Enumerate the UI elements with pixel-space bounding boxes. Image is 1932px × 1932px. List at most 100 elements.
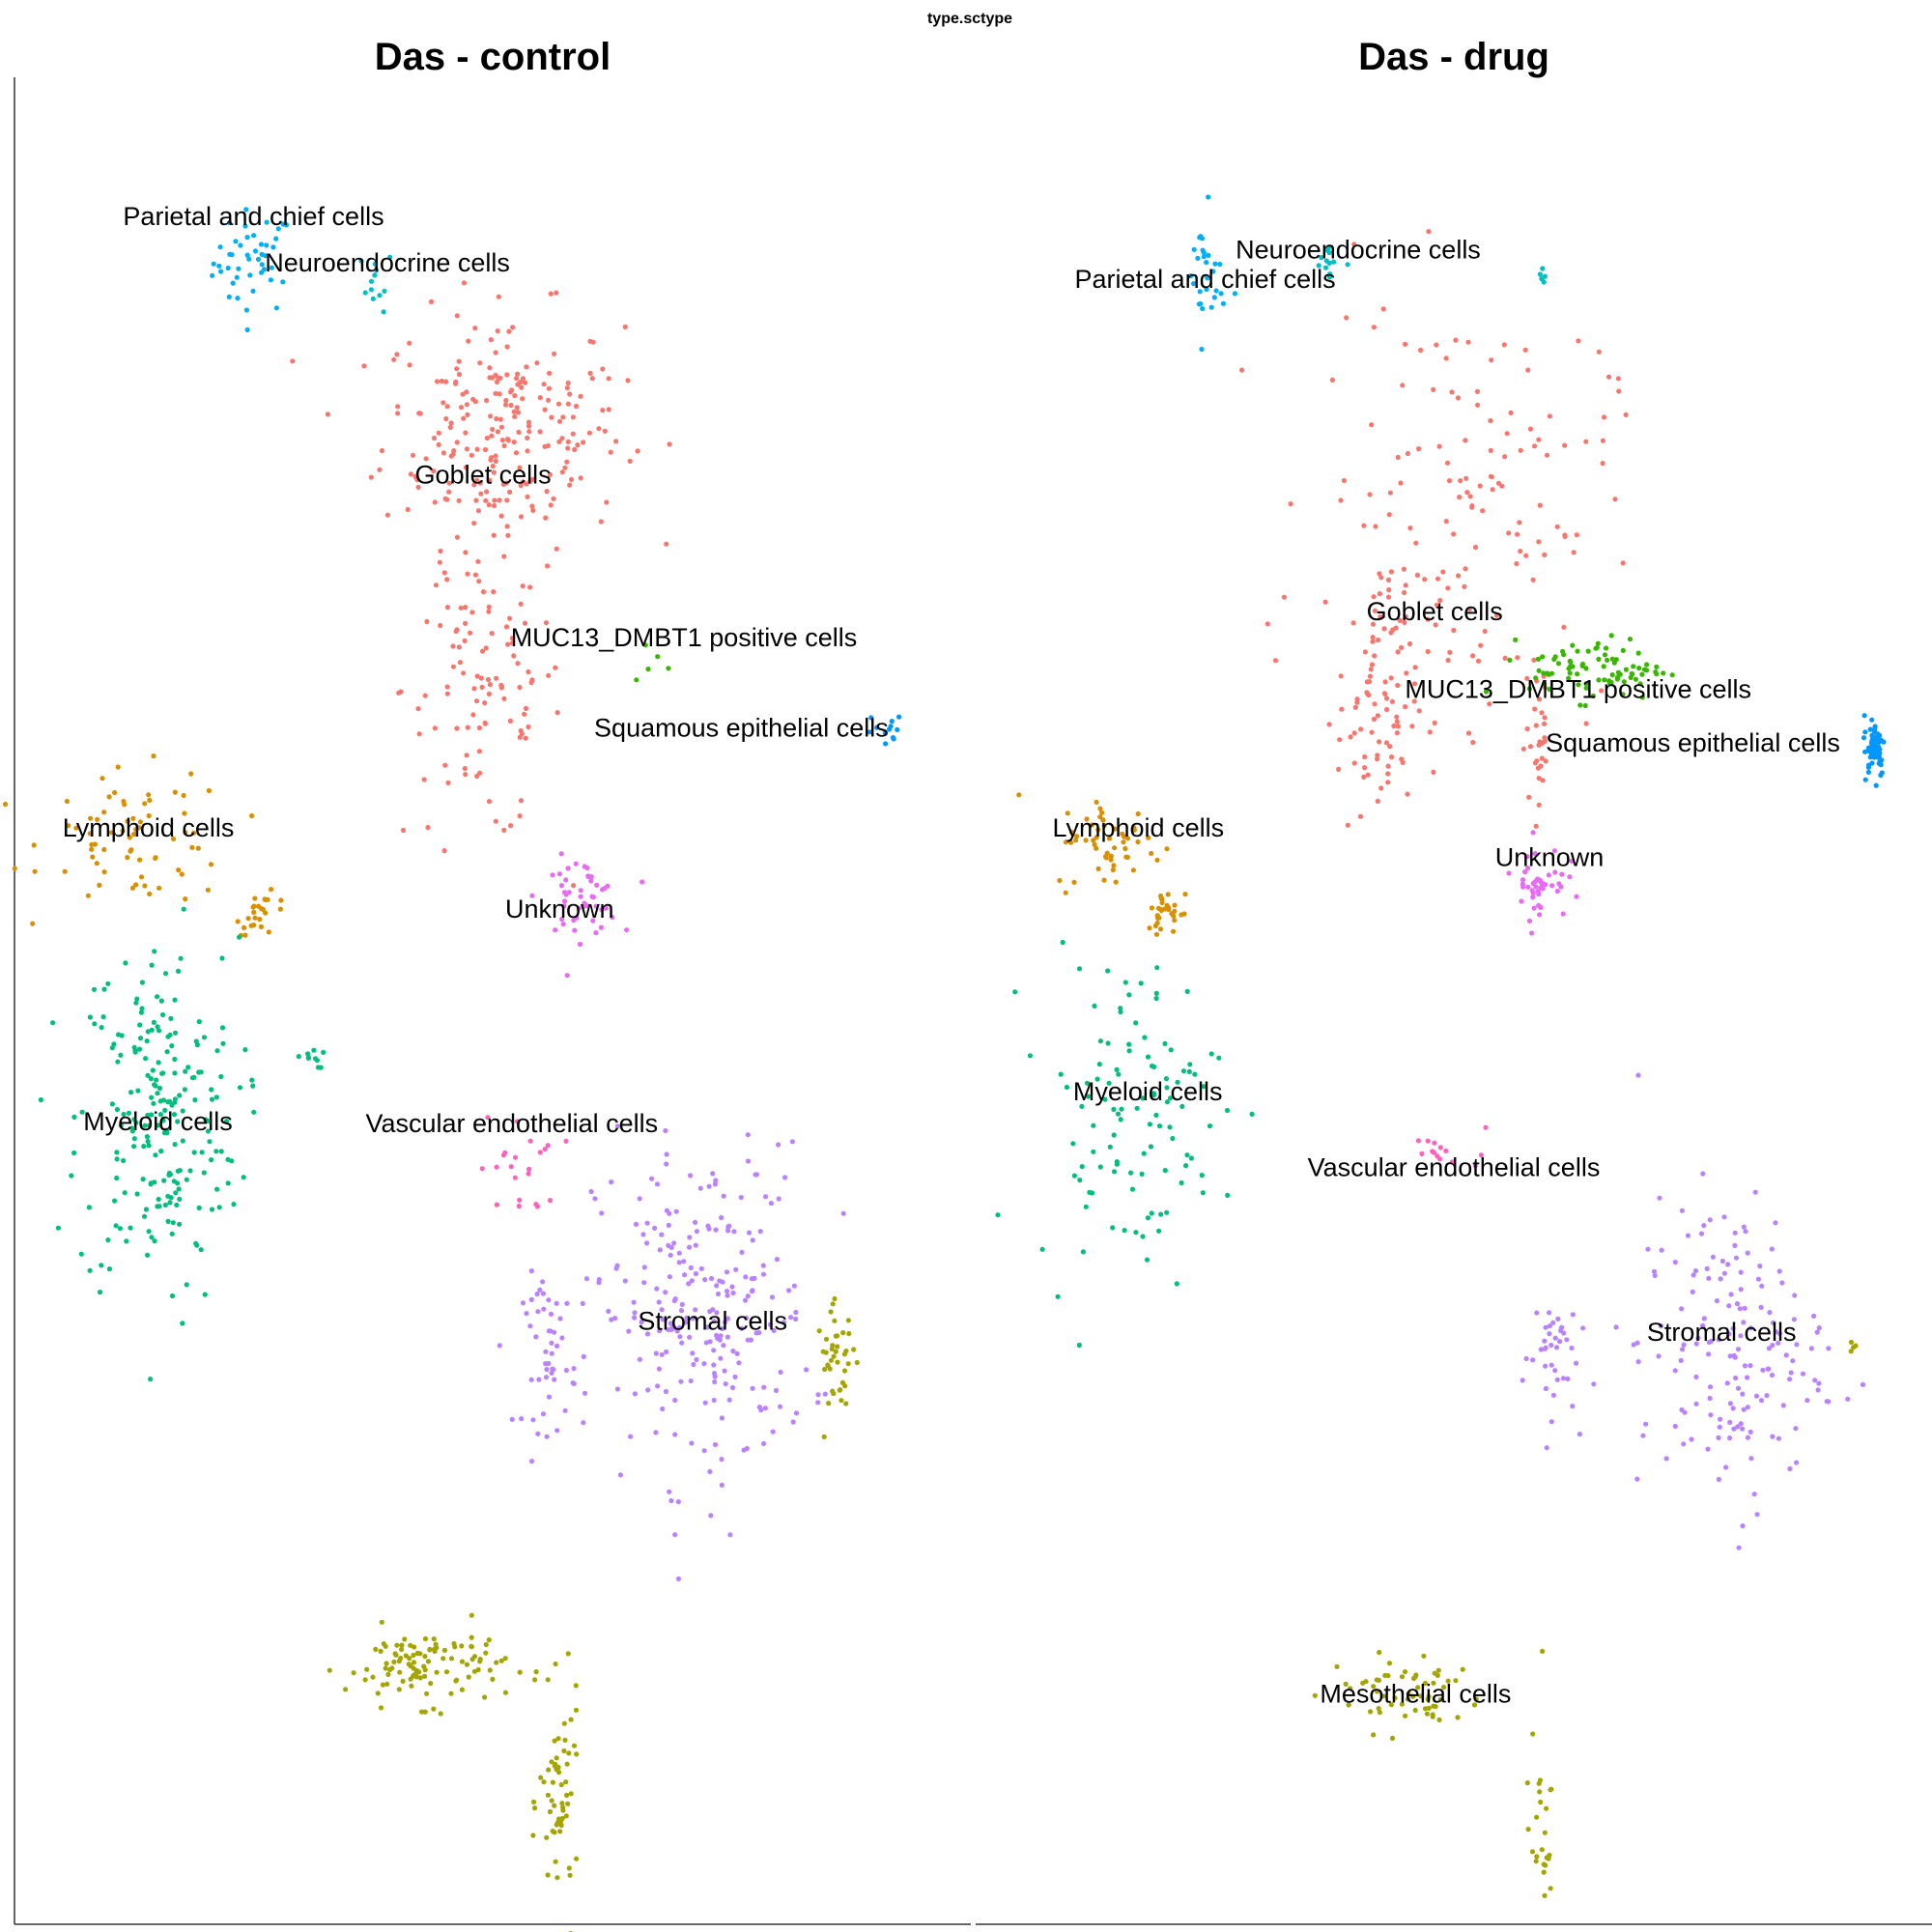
point-goblet-cells: [1520, 746, 1526, 752]
point-stromal-cells: [632, 1391, 639, 1397]
point-goblet-cells: [526, 668, 531, 675]
point-myeloid-cells: [199, 1150, 205, 1155]
point-muc13-dmbt1-positive-cells: [1596, 677, 1602, 683]
point-mesothelial-cells: [566, 1865, 572, 1871]
point-goblet-cells: [506, 328, 512, 334]
point-unknown: [573, 861, 579, 867]
point-mesothelial-cells: [364, 1666, 370, 1672]
point-goblet-cells: [1547, 413, 1552, 419]
point-unknown: [1536, 892, 1542, 897]
point-goblet-cells: [1536, 696, 1543, 702]
point-mesothelial-cells: [1424, 1711, 1430, 1717]
point-unknown: [563, 877, 569, 883]
point-stromal-cells: [722, 1320, 728, 1325]
point-neuroendocrine-cells: [358, 258, 364, 264]
point-lymphoid-cells: [195, 845, 201, 851]
point-muc13-dmbt1-positive-cells: [1590, 693, 1596, 699]
point-mesothelial-cells: [1437, 1696, 1443, 1703]
point-goblet-cells: [1397, 617, 1403, 624]
point-stromal-cells: [540, 1291, 547, 1296]
point-muc13-dmbt1-positive-cells: [1583, 681, 1589, 687]
point-lymphoid-cells: [138, 874, 145, 880]
point-goblet-cells: [1370, 639, 1376, 644]
point-mesothelial-cells: [409, 1683, 414, 1689]
point-mesothelial-cells: [1548, 1886, 1553, 1891]
point-goblet-cells: [530, 507, 536, 514]
point-stromal-cells: [770, 1429, 776, 1435]
point-myeloid-cells: [145, 1112, 151, 1119]
point-myeloid-cells: [155, 1024, 160, 1030]
point-stromal-cells: [678, 1378, 684, 1384]
point-vascular-endothelial-cells: [563, 1138, 569, 1144]
point-stromal-cells: [749, 1289, 755, 1294]
point-stromal-cells: [1701, 1316, 1707, 1321]
point-stromal-cells: [592, 1196, 598, 1202]
point-stromal-cells: [682, 1272, 688, 1278]
point-myeloid-cells: [139, 1006, 145, 1011]
point-myeloid-cells: [1097, 1164, 1103, 1170]
point-muc13-dmbt1-positive-cells: [1566, 666, 1572, 671]
point-myeloid-cells: [1083, 1204, 1089, 1209]
point-mesothelial-cells: [1411, 1675, 1417, 1682]
point-mesothelial-cells: [400, 1678, 406, 1684]
point-goblet-cells: [1369, 729, 1375, 735]
point-lymphoid-cells: [101, 846, 107, 853]
point-goblet-cells: [519, 730, 525, 737]
point-mesothelial-cells: [1412, 1707, 1418, 1714]
point-mesothelial-cells: [406, 1662, 412, 1667]
point-parietal-and-chief-cells: [1212, 261, 1218, 267]
point-muc13-dmbt1-positive-cells: [1629, 670, 1634, 676]
point-myeloid-cells: [1158, 1211, 1164, 1217]
point-lymphoid-cells: [1094, 835, 1099, 840]
point-goblet-cells: [438, 622, 443, 629]
point-goblet-cells: [468, 630, 473, 636]
point-stromal-cells: [1759, 1283, 1765, 1289]
point-mesothelial-cells: [559, 1801, 565, 1806]
point-stromal-cells: [1812, 1378, 1818, 1383]
point-mesothelial-cells: [816, 1328, 822, 1334]
point-stromal-cells: [1845, 1396, 1851, 1402]
point-stromal-cells: [1693, 1341, 1699, 1347]
point-goblet-cells: [499, 438, 506, 443]
point-lymphoid-cells: [1094, 845, 1099, 851]
point-goblet-cells: [488, 337, 494, 343]
point-stromal-cells: [1560, 1376, 1567, 1381]
point-stromal-cells: [528, 1377, 534, 1382]
point-goblet-cells: [1395, 682, 1401, 689]
point-goblet-cells: [542, 443, 548, 449]
point-mesothelial-cells: [1530, 1731, 1536, 1737]
point-goblet-cells: [1531, 443, 1538, 449]
point-squamous-epithelial-cells: [1861, 735, 1867, 741]
point-mesothelial-cells: [483, 1650, 489, 1656]
point-goblet-cells: [1394, 719, 1400, 724]
point-stromal-cells: [675, 1499, 682, 1505]
point-stromal-cells: [528, 1459, 535, 1464]
point-myeloid-cells: [38, 1096, 44, 1103]
point-mesothelial-cells: [845, 1318, 852, 1323]
point-lymphoid-cells: [1153, 931, 1160, 937]
point-goblet-cells: [500, 481, 506, 487]
point-stromal-cells: [664, 1161, 669, 1167]
point-goblet-cells: [1534, 758, 1540, 764]
point-mesothelial-cells: [432, 1648, 438, 1654]
point-mesothelial-cells: [381, 1641, 386, 1647]
point-stromal-cells: [657, 1328, 663, 1334]
point-myeloid-cells: [86, 1205, 92, 1210]
point-mesothelial-cells: [835, 1359, 840, 1365]
point-goblet-cells: [1488, 447, 1493, 453]
point-mesothelial-cells: [839, 1379, 846, 1385]
point-goblet-cells: [395, 404, 401, 410]
point-goblet-cells: [494, 675, 499, 681]
point-parietal-and-chief-cells: [233, 239, 239, 244]
point-mesothelial-cells: [380, 1682, 385, 1688]
point-myeloid-cells: [181, 906, 186, 912]
point-stromal-cells: [652, 1225, 658, 1231]
point-lymphoid-cells: [251, 923, 257, 928]
point-goblet-cells: [433, 582, 439, 588]
point-lymphoid-cells: [1112, 845, 1118, 851]
point-muc13-dmbt1-positive-cells: [1594, 644, 1600, 650]
point-goblet-cells: [596, 426, 602, 432]
point-goblet-cells: [480, 589, 487, 595]
point-mesothelial-cells: [840, 1330, 846, 1336]
point-myeloid-cells: [152, 1238, 157, 1244]
